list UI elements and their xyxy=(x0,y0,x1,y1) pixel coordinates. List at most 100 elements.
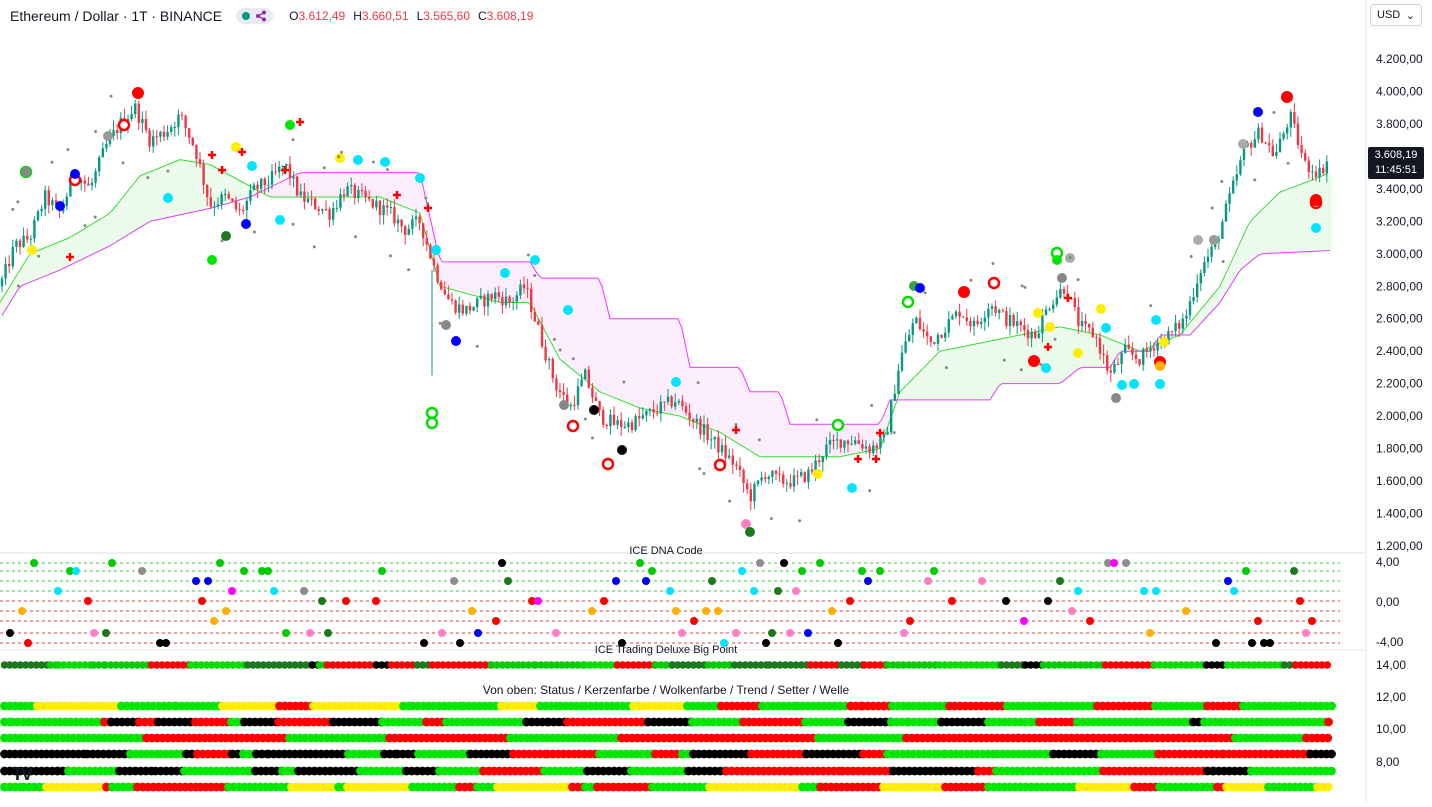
cloud-fill-segment xyxy=(688,357,693,420)
candle-body xyxy=(594,397,598,402)
dna-dot xyxy=(1068,607,1076,615)
candle-body xyxy=(728,455,731,458)
candle-body xyxy=(51,200,54,206)
cloud-fill-segment xyxy=(496,261,501,302)
candle-body xyxy=(1221,221,1224,240)
dna-dot xyxy=(708,577,716,585)
candle-body xyxy=(807,469,810,482)
status-bar-dot xyxy=(1327,749,1336,759)
signal-sell-dot xyxy=(958,286,970,298)
cloud-fill-segment xyxy=(1192,320,1197,333)
candle-body xyxy=(15,240,18,247)
candle-body xyxy=(1318,167,1321,178)
status-bar-dot xyxy=(786,661,795,669)
cloud-fill-segment xyxy=(540,278,545,322)
cloud-fill-segment xyxy=(364,172,369,197)
cloud-fill-segment xyxy=(560,278,565,360)
cloud-fill-segment xyxy=(972,344,977,400)
status-bar-dot xyxy=(334,661,342,669)
candle-body xyxy=(1041,315,1044,334)
status-bar-dot xyxy=(1229,661,1237,669)
cloud-fill-segment xyxy=(1080,330,1085,368)
candle-body xyxy=(731,455,734,465)
candle-body xyxy=(868,446,871,454)
candle-body xyxy=(418,216,421,224)
cloud-fill-segment xyxy=(404,172,409,207)
cloud-fill-segment xyxy=(52,244,57,274)
status-bar-dot xyxy=(746,661,755,669)
share-icon[interactable] xyxy=(255,10,267,22)
candle-body xyxy=(256,184,259,189)
signal-sell-dot xyxy=(1310,194,1322,206)
candle-body xyxy=(789,483,792,487)
candle-body xyxy=(1102,353,1105,356)
dna-dot xyxy=(492,617,500,625)
status-bar-dot xyxy=(1202,661,1211,669)
candle-body xyxy=(69,178,72,197)
cloud-fill-segment xyxy=(692,367,697,422)
pivot-dot xyxy=(1023,285,1027,289)
status-bar-dot xyxy=(202,661,211,669)
tradingview-logo-icon[interactable]: TV xyxy=(12,764,33,784)
candle-body xyxy=(267,184,270,186)
dna-dot xyxy=(30,559,38,567)
pivot-dot xyxy=(1149,304,1153,308)
pivot-dot xyxy=(622,380,626,384)
dna-dot xyxy=(1254,617,1262,625)
status-bar-dot xyxy=(1117,661,1126,669)
status-bar-dot xyxy=(853,661,862,669)
price-tick-label: 2.200,00 xyxy=(1376,377,1423,391)
cloud-fill-segment xyxy=(1100,334,1105,368)
currency-select[interactable]: USD ⌄ xyxy=(1370,4,1422,26)
cloud-fill-segment xyxy=(796,424,801,457)
pivot-dot xyxy=(991,262,995,266)
signal-buy-ring xyxy=(425,416,439,430)
pivot-dot xyxy=(220,239,224,243)
dna-dot xyxy=(66,567,74,575)
cloud-fill-segment xyxy=(772,391,777,457)
status-bar-dot xyxy=(1244,661,1253,669)
candle-body xyxy=(893,393,896,401)
bars-tick-label: 14,00 xyxy=(1376,658,1406,672)
candle-body xyxy=(987,308,990,318)
candle-body xyxy=(1084,321,1087,324)
status-bar-dot xyxy=(428,661,437,669)
cloud-fill-segment xyxy=(544,278,549,330)
status-bar-dot xyxy=(889,661,897,669)
signal-plus xyxy=(732,426,740,434)
status-bar-dot xyxy=(315,661,324,669)
cloud-fill-segment xyxy=(216,167,221,207)
candle-body xyxy=(713,436,716,440)
dna-dot xyxy=(24,639,32,647)
currency-label: USD xyxy=(1377,9,1401,21)
cloud-fill-segment xyxy=(916,375,921,400)
cloud-fill-segment xyxy=(440,261,445,287)
symbol-title[interactable]: Ethereum / Dollar · 1T · BINANCE xyxy=(10,8,223,24)
status-bar-dot xyxy=(537,661,545,669)
dna-dot xyxy=(702,607,710,615)
dna-dot xyxy=(6,629,14,637)
status-bar-dot xyxy=(629,661,638,669)
price-tick-label: 2.800,00 xyxy=(1376,279,1423,293)
candle-body xyxy=(882,434,886,438)
cloud-fill-segment xyxy=(1088,332,1093,368)
pivot-dot xyxy=(583,417,587,421)
status-bar-dot xyxy=(822,661,831,669)
candle-body xyxy=(332,208,335,220)
candle-body xyxy=(116,130,119,134)
status-bar-dot xyxy=(70,661,79,669)
dna-dot xyxy=(552,629,560,637)
price-tick-label: 1.400,00 xyxy=(1376,507,1423,521)
indicator-pill[interactable] xyxy=(236,8,274,24)
cloud-fill-segment xyxy=(200,162,205,211)
status-bar-dot xyxy=(915,661,924,669)
pivot-dot xyxy=(1068,256,1072,260)
cloud-fill-segment xyxy=(104,216,109,249)
cloud-fill-segment xyxy=(900,391,905,400)
dna-dot xyxy=(108,559,116,567)
cloud-fill-segment xyxy=(68,238,73,267)
signal-dot xyxy=(589,405,599,415)
status-bar-dot xyxy=(1327,701,1336,711)
